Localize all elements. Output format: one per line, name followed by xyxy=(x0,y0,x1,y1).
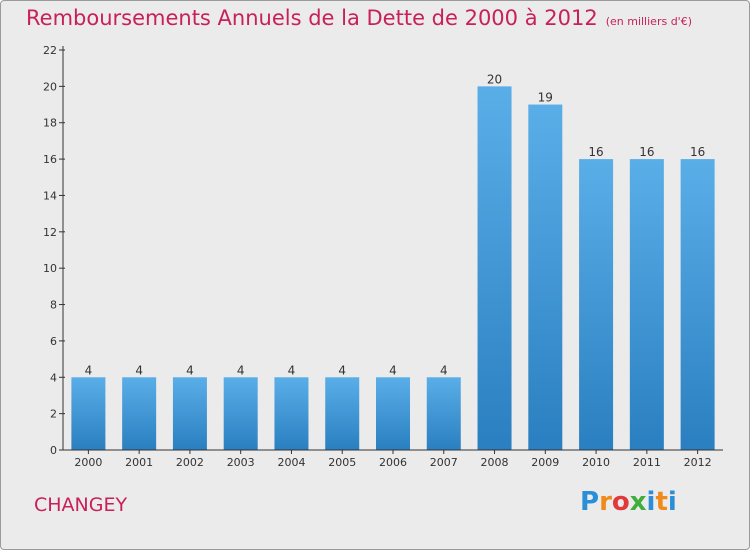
proxiti-logo: Proxiti xyxy=(580,487,677,517)
x-tick-label: 2002 xyxy=(176,456,204,469)
x-tick-label: 2011 xyxy=(633,456,661,469)
x-tick-label: 2007 xyxy=(430,456,458,469)
bar-value-label: 19 xyxy=(538,91,553,105)
commune-name: CHANGEY xyxy=(34,494,128,516)
bar xyxy=(426,377,461,450)
bar xyxy=(376,377,410,450)
logo-letter: o xyxy=(611,487,630,517)
bars-group: 4 4 4 4 4 4 4 4 20 19 16 16 16 xyxy=(71,72,715,450)
x-tick-label: 2005 xyxy=(328,456,356,469)
y-tick-label: 20 xyxy=(43,80,57,93)
bar-value-label: 16 xyxy=(588,145,603,159)
bar xyxy=(71,377,106,450)
x-tick-label: 2003 xyxy=(227,456,255,469)
bar-value-label: 4 xyxy=(338,363,346,377)
bar xyxy=(122,377,157,450)
x-tick-label: 2009 xyxy=(531,456,559,469)
chart-subtitle: (en milliers d'€) xyxy=(605,15,692,28)
bar xyxy=(477,86,512,450)
x-tick-label: 2008 xyxy=(481,456,509,469)
logo-letter: x xyxy=(629,487,647,517)
bar xyxy=(579,159,614,450)
bar-value-label: 16 xyxy=(639,145,654,159)
logo-letter: P xyxy=(580,487,600,517)
logo-letter: t xyxy=(655,487,668,517)
bar-value-label: 4 xyxy=(237,363,245,377)
y-tick-label: 2 xyxy=(50,408,57,421)
chart-title: Remboursements Annuels de la Dette de 20… xyxy=(26,6,692,30)
bar-value-label: 4 xyxy=(288,363,296,377)
y-tick-label: 18 xyxy=(43,117,57,130)
bar xyxy=(528,104,563,450)
y-tick-label: 10 xyxy=(43,262,57,275)
axes-group: 2000 2001 2002 2003 2004 2005 2006 2007 2008 2009… xyxy=(43,44,723,469)
y-tick-label: 12 xyxy=(43,226,57,239)
x-tick-label: 2000 xyxy=(74,456,102,469)
y-tick-label: 0 xyxy=(50,444,57,457)
bar-value-label: 4 xyxy=(186,363,194,377)
bar-value-label: 4 xyxy=(135,363,143,377)
bar-value-label: 20 xyxy=(487,72,502,86)
logo-letter: i xyxy=(667,487,677,517)
bar-value-label: 16 xyxy=(690,145,705,159)
bar xyxy=(172,377,207,450)
bar xyxy=(325,377,360,450)
x-tick-label: 2012 xyxy=(684,456,712,469)
y-tick-label: 22 xyxy=(43,44,57,57)
y-tick-label: 8 xyxy=(50,299,57,312)
y-tick-label: 16 xyxy=(43,153,57,166)
x-tick-label: 2004 xyxy=(277,456,305,469)
bar xyxy=(223,377,258,450)
logo-letter: i xyxy=(646,487,656,517)
bar-value-label: 4 xyxy=(389,363,397,377)
y-tick-label: 4 xyxy=(50,371,57,384)
bar-value-label: 4 xyxy=(85,363,93,377)
y-tick-label: 14 xyxy=(43,189,57,202)
bar xyxy=(274,377,309,450)
x-tick-label: 2001 xyxy=(125,456,153,469)
bar-value-label: 4 xyxy=(440,363,448,377)
y-tick-label: 6 xyxy=(50,335,57,348)
x-tick-label: 2006 xyxy=(379,456,407,469)
chart-title-text: Remboursements Annuels de la Dette de 20… xyxy=(26,6,598,30)
logo-letter: r xyxy=(599,487,612,517)
bar xyxy=(629,159,664,450)
bar xyxy=(680,159,715,450)
x-tick-label: 2010 xyxy=(582,456,610,469)
